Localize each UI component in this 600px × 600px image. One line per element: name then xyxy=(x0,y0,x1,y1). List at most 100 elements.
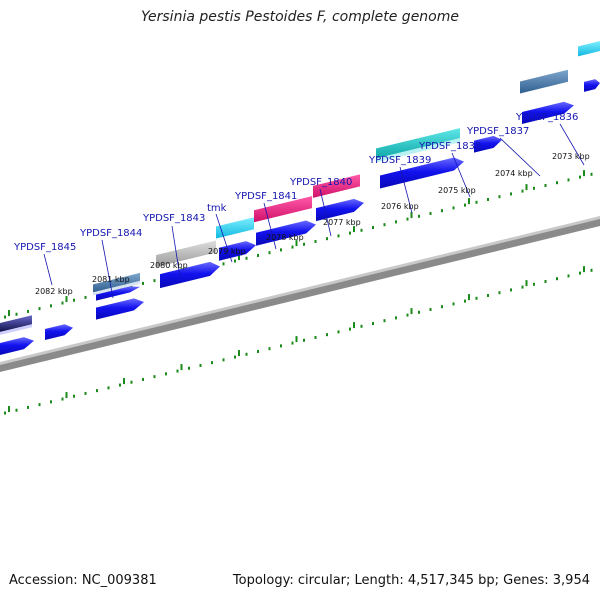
tick-minor xyxy=(510,192,512,196)
tick-minor xyxy=(107,386,110,390)
tick-major xyxy=(525,280,528,287)
tick-major xyxy=(8,310,10,317)
tick-minor xyxy=(4,411,6,415)
tick-major xyxy=(583,170,585,177)
kbp-label-2079: 2079 kbp xyxy=(208,247,246,256)
gene-label-ypdsf-1845[interactable]: YPDSF_1845 xyxy=(13,242,76,253)
tick-minor xyxy=(142,281,144,285)
gene-band-navy xyxy=(0,315,32,332)
gene-label-tmk[interactable]: tmk xyxy=(207,203,227,214)
gene-band-navy-edge xyxy=(0,324,32,335)
tick-minor xyxy=(291,245,294,249)
tick-minor xyxy=(50,400,52,404)
kbp-label-2074: 2074 kbp xyxy=(495,169,533,178)
connector-line xyxy=(101,239,114,299)
tick-major xyxy=(468,198,470,205)
tick-minor xyxy=(406,217,409,221)
tick-minor xyxy=(521,285,524,289)
tick-minor xyxy=(234,259,236,263)
gene-label-ypdsf-1841[interactable]: YPDSF_1841 xyxy=(234,191,297,202)
tick-major xyxy=(65,296,68,303)
tick-minor xyxy=(395,220,397,224)
genome-summary-text: Topology: circular; Length: 4,517,345 bp… xyxy=(232,573,590,588)
gene-label-ypdsf-1837[interactable]: YPDSF_1837 xyxy=(466,126,529,137)
tick-minor xyxy=(395,316,397,320)
gene-band-steel-2 xyxy=(520,69,568,94)
tick-minor xyxy=(61,397,64,401)
connector-line xyxy=(263,202,277,250)
tick-minor xyxy=(15,312,18,316)
tick-major xyxy=(238,350,240,357)
tick-minor xyxy=(314,239,317,243)
tick-minor xyxy=(544,184,547,188)
kbp-label-2076: 2076 kbp xyxy=(381,202,419,211)
tick-major xyxy=(238,254,240,261)
kbp-label-2082: 2082 kbp xyxy=(35,287,73,296)
tick-minor xyxy=(268,347,271,351)
tick-minor xyxy=(372,225,374,229)
tick-minor xyxy=(441,305,443,309)
tick-minor xyxy=(84,391,87,395)
kbp-label-2078: 2078 kbp xyxy=(266,233,304,242)
tick-minor xyxy=(257,349,259,353)
cds-arrow xyxy=(316,198,364,222)
tick-major xyxy=(353,226,355,233)
cds-arrow xyxy=(584,79,600,92)
tick-minor xyxy=(234,355,236,359)
connector-line xyxy=(319,188,332,237)
connector-line xyxy=(215,213,233,263)
tick-minor xyxy=(464,299,466,303)
tick-minor xyxy=(521,189,524,193)
gene-label-ypdsf-1838[interactable]: YPDSF_1838 xyxy=(418,141,481,152)
kbp-label-2077: 2077 kbp xyxy=(323,218,361,227)
tick-minor xyxy=(211,361,213,365)
cds-arrow xyxy=(474,135,502,153)
gene-label-ypdsf-1836[interactable]: YPDSF_1836 xyxy=(515,112,578,123)
tick-minor xyxy=(326,333,328,337)
cds-arrow xyxy=(96,298,144,320)
tick-minor xyxy=(498,291,501,295)
cds-arrow xyxy=(45,324,73,341)
tick-minor xyxy=(84,295,87,299)
tick-minor xyxy=(475,200,478,204)
tick-row-lower xyxy=(4,266,593,415)
tick-minor xyxy=(176,369,179,373)
tick-major xyxy=(65,392,68,399)
tick-minor xyxy=(119,383,121,387)
tick-minor xyxy=(429,307,432,311)
tick-minor xyxy=(153,375,156,379)
gene-band-gray xyxy=(156,240,216,268)
gene-band-cyan-2 xyxy=(578,41,600,57)
tick-minor xyxy=(280,344,282,348)
tick-major xyxy=(123,378,125,385)
tick-minor xyxy=(418,310,420,314)
tick-minor xyxy=(360,228,363,232)
gene-band-teal-edge xyxy=(376,138,460,163)
gene-label-ypdsf-1844[interactable]: YPDSF_1844 xyxy=(79,228,142,239)
kbp-label-2080: 2080 kbp xyxy=(150,261,188,270)
tick-minor xyxy=(337,330,340,334)
tick-minor xyxy=(222,262,225,266)
tick-minor xyxy=(314,335,317,339)
tick-minor xyxy=(556,277,558,281)
tick-major xyxy=(410,212,413,219)
connector-line xyxy=(43,253,53,286)
tick-major xyxy=(180,364,183,371)
tick-minor xyxy=(130,380,133,384)
gene-label-ypdsf-1840[interactable]: YPDSF_1840 xyxy=(289,177,352,188)
tick-minor xyxy=(429,211,432,215)
cds-arrow xyxy=(256,220,316,246)
tick-minor xyxy=(487,293,489,297)
gene-band-cyan xyxy=(216,217,254,239)
label-connectors xyxy=(43,123,585,299)
tick-minor xyxy=(245,256,248,260)
tick-minor xyxy=(96,389,98,393)
cds-arrow xyxy=(380,157,464,189)
gene-label-ypdsf-1839[interactable]: YPDSF_1839 xyxy=(368,155,431,166)
tick-minor xyxy=(452,302,455,306)
cds-arrow xyxy=(96,286,140,301)
cds-arrow xyxy=(219,241,256,261)
feature-track xyxy=(0,41,600,355)
gene-label-ypdsf-1843[interactable]: YPDSF_1843 xyxy=(142,213,205,224)
